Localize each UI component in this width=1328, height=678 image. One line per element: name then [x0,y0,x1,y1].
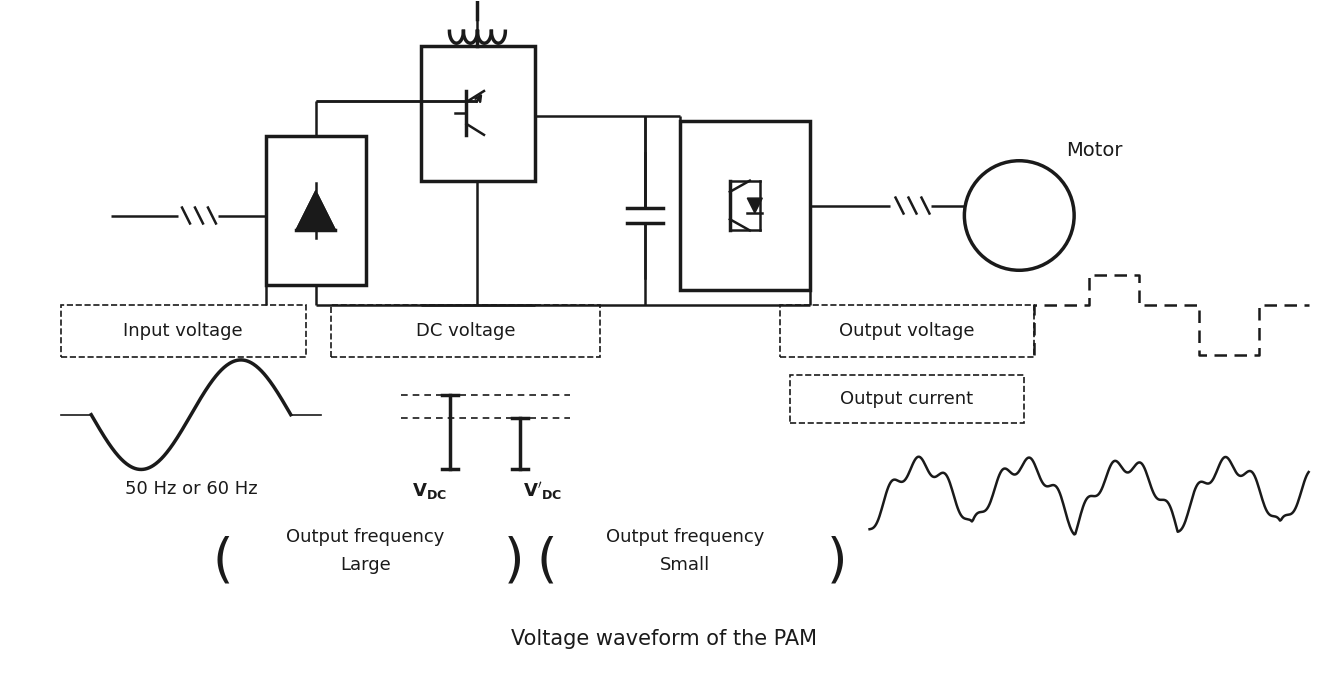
Text: Output voltage: Output voltage [839,322,975,340]
Text: $\mathbf{V'_{DC}}$: $\mathbf{V'_{DC}}$ [523,481,563,502]
Text: Voltage waveform of the PAM: Voltage waveform of the PAM [511,629,817,649]
Bar [331,305,600,357]
Bar [680,121,810,290]
Text: Output current: Output current [839,390,973,407]
Text: 50 Hz or 60 Hz: 50 Hz or 60 Hz [125,481,258,498]
Text: $($: $($ [537,536,554,588]
Text: Input voltage: Input voltage [124,322,243,340]
Polygon shape [296,191,335,230]
Bar [266,136,365,285]
Text: DC voltage: DC voltage [416,322,515,340]
Bar [790,375,1024,422]
Text: Large: Large [340,556,390,574]
Text: $($: $($ [211,536,230,588]
Polygon shape [748,198,762,213]
Bar [780,305,1035,357]
Text: $\mathbf{V_{DC}}$: $\mathbf{V_{DC}}$ [413,481,448,501]
Text: $)$: $)$ [826,536,843,588]
Bar [61,305,305,357]
Text: Small: Small [660,556,710,574]
Text: $)$: $)$ [503,536,522,588]
Text: Output frequency: Output frequency [606,528,764,546]
Text: Motor: Motor [1066,141,1122,160]
Bar [421,46,535,180]
Text: Output frequency: Output frequency [287,528,445,546]
